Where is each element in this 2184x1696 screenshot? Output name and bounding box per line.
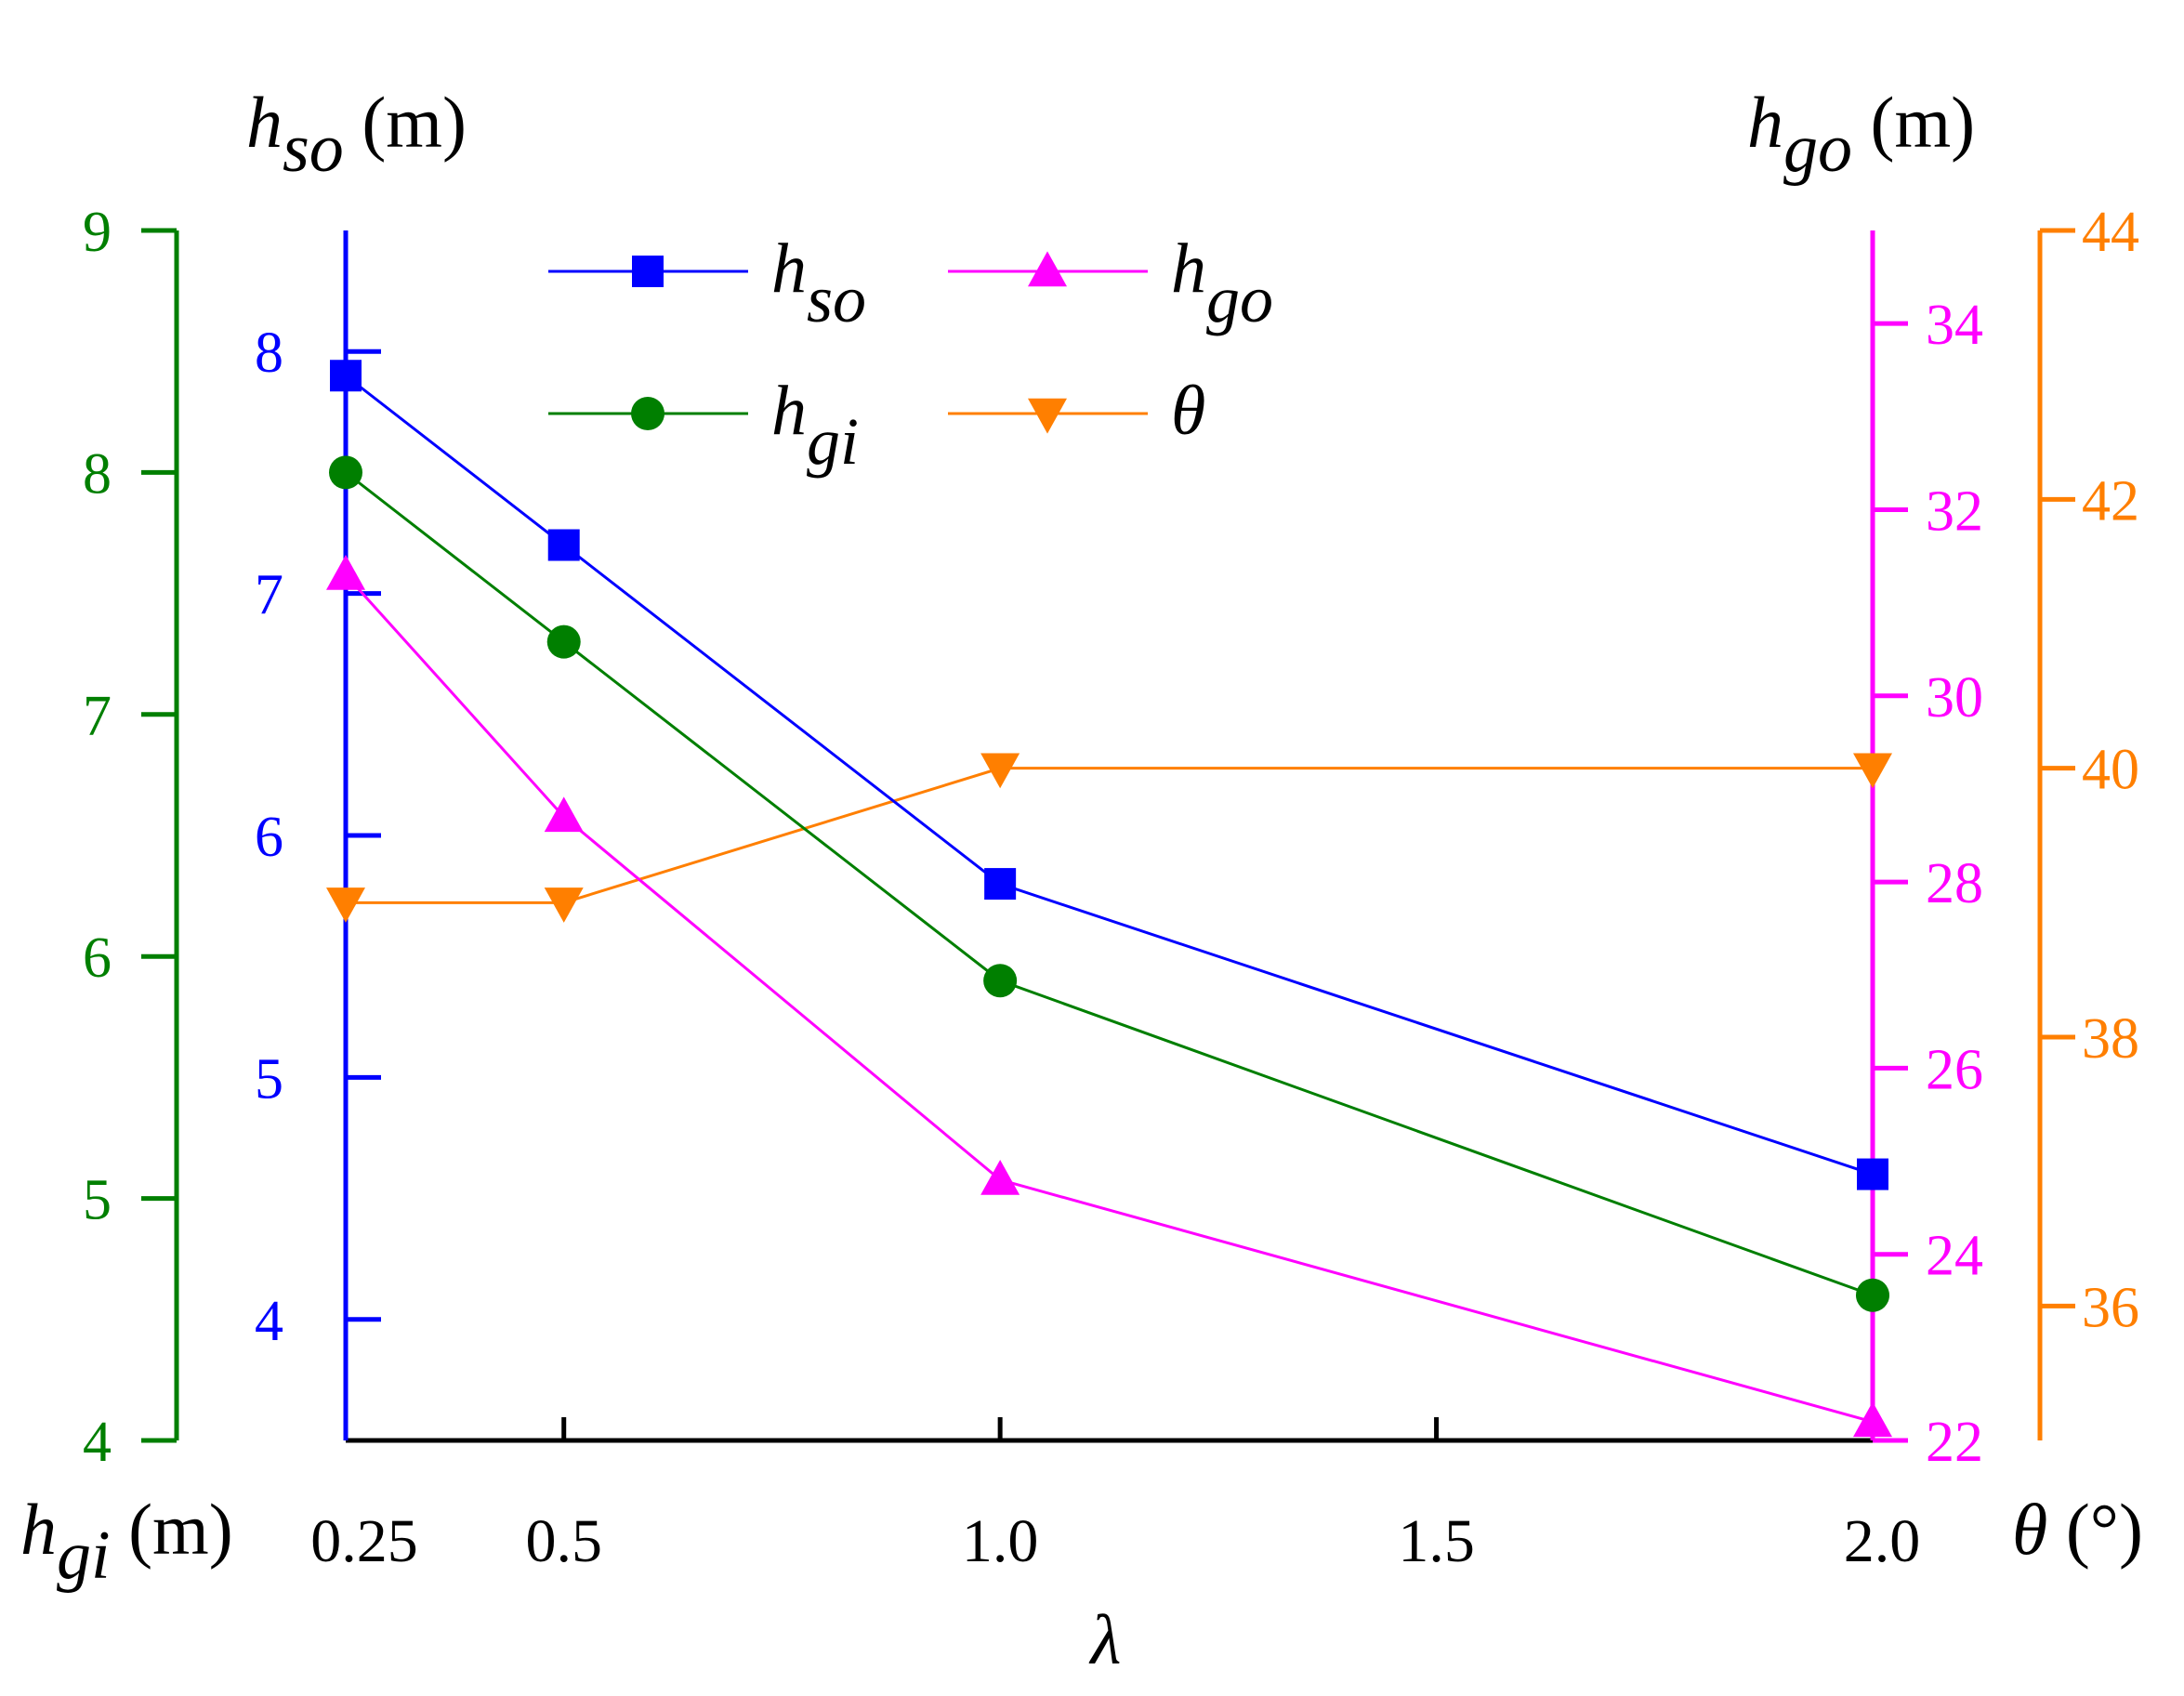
- hgi-tick-label: 6: [83, 927, 112, 990]
- hso-tick-label: 4: [255, 1290, 283, 1353]
- hgo-tick-label: 24: [1926, 1225, 1983, 1288]
- hso-legend-label-sub: so: [807, 262, 866, 336]
- hso-legend-marker: [632, 256, 664, 287]
- hgi-series-line: [345, 471, 1874, 1297]
- hso-point: [984, 868, 1017, 901]
- hso-point: [547, 529, 580, 561]
- theta-tick-label: 42: [2082, 469, 2139, 532]
- hgo-legend-label: hgo: [1171, 230, 1273, 336]
- hgo-tick-label: 28: [1926, 852, 1983, 915]
- hgo-axis-title: hgo (m): [1747, 82, 1975, 187]
- hso-tick-label: 5: [255, 1047, 283, 1111]
- hgi-tick-label: 7: [83, 685, 112, 748]
- theta-tick-label: 38: [2082, 1007, 2139, 1071]
- theta-axis-title-main: θ: [2012, 1489, 2047, 1570]
- hgi-legend-label: hgi: [771, 372, 859, 479]
- hgi-axis-title-sub: gi: [57, 1518, 111, 1594]
- hso-tick-label: 7: [255, 564, 283, 627]
- hgo-point: [1853, 1401, 1892, 1438]
- theta-point: [326, 887, 365, 923]
- hgo-axis-title-sub: go: [1783, 111, 1852, 187]
- hso-legend-label-main: h: [771, 230, 807, 308]
- theta-axis-title: θ (°): [2012, 1489, 2143, 1570]
- hgi-point: [1856, 1278, 1889, 1312]
- theta-legend-label-main: θ: [1171, 372, 1205, 450]
- hgi-axis-title: hgi (m): [20, 1489, 233, 1594]
- hgo-tick-label: 22: [1926, 1411, 1983, 1474]
- hgi-point: [546, 624, 581, 659]
- hso-axis-title-main: h: [246, 82, 283, 163]
- hso-axis-title-sub: so: [283, 111, 344, 187]
- series-layer: [326, 360, 1892, 1438]
- x-tick-label: 0.25: [310, 1507, 418, 1575]
- hso-point: [330, 360, 362, 392]
- hgi-legend-marker: [631, 397, 664, 430]
- hgo-legend-label-main: h: [1171, 230, 1206, 308]
- hgo-legend-label-sub: go: [1206, 262, 1273, 336]
- hgi-point: [983, 964, 1018, 998]
- theta-tick-label: 44: [2082, 201, 2139, 264]
- hgo-tick-label: 26: [1926, 1038, 1983, 1101]
- hgo-axis-title-unit: (m): [1852, 82, 1975, 163]
- theta-series-line: [346, 767, 1873, 904]
- hgo-axis-title-main: h: [1747, 82, 1783, 163]
- x-tick-label: 1.5: [1398, 1507, 1475, 1575]
- x-axis-label: λ: [1089, 1601, 1122, 1679]
- hgi-legend-label-main: h: [771, 372, 807, 450]
- x-tick-label: 0.5: [525, 1507, 602, 1575]
- hgi-point: [329, 455, 362, 490]
- theta-tick-label: 36: [2082, 1276, 2139, 1339]
- theta-legend-marker: [1028, 398, 1067, 434]
- hgi-axis-title-unit: (m): [111, 1489, 233, 1570]
- x-tick-label: 1.0: [962, 1507, 1039, 1575]
- hgo-series-line: [344, 573, 1874, 1424]
- theta-axis-title-unit: (°): [2047, 1489, 2143, 1570]
- hso-tick-label: 6: [255, 806, 283, 869]
- x-tick-label: 2.0: [1844, 1507, 1921, 1575]
- hgo-point: [980, 1159, 1020, 1195]
- hgi-tick-label: 5: [83, 1169, 112, 1232]
- theta-point: [980, 753, 1020, 789]
- hgo-point: [544, 796, 584, 833]
- hgi-tick-label: 8: [83, 442, 112, 506]
- hso-point: [1857, 1158, 1888, 1190]
- hso-legend-label: hso: [771, 230, 866, 336]
- theta-legend-label: θ: [1171, 372, 1205, 450]
- hgi-tick-label: 4: [83, 1411, 112, 1474]
- hso-axis-title: hso (m): [246, 82, 467, 187]
- hgo-tick-label: 30: [1926, 666, 1983, 730]
- hgi-tick-label: 9: [83, 201, 112, 264]
- hgo-point: [326, 554, 365, 590]
- theta-point: [544, 887, 584, 923]
- hso-axis-title-unit: (m): [344, 82, 467, 163]
- hgo-legend-marker: [1028, 251, 1067, 287]
- hgo-tick-label: 32: [1926, 480, 1983, 543]
- hso-series-line: [345, 375, 1874, 1176]
- hgi-axis-title-main: h: [20, 1489, 57, 1570]
- hso-tick-label: 8: [255, 322, 283, 385]
- hgi-legend-label-sub: gi: [807, 404, 859, 479]
- axes-layer: 0.25 0.5 1.0 1.5 2.0 λ 4 5 6 7 8 9 4 5 6 7 8 22 24 26 28 30 32…: [20, 82, 2143, 1679]
- theta-point: [1853, 753, 1892, 789]
- theta-tick-label: 40: [2082, 739, 2139, 802]
- hgo-tick-label: 34: [1926, 294, 1983, 357]
